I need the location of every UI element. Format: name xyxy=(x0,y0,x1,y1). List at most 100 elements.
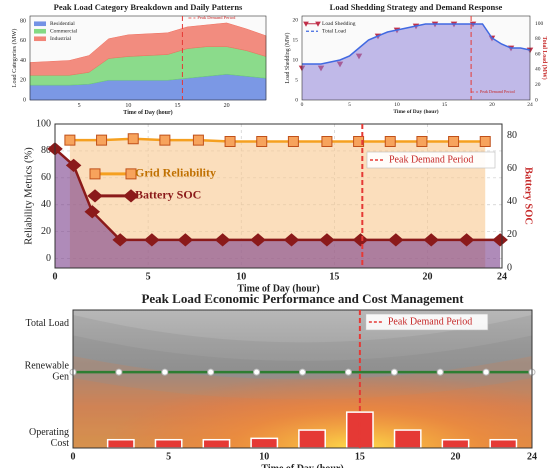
legend-label: Grid Reliability xyxy=(135,166,216,180)
legend-label: Residential xyxy=(50,21,75,27)
bar xyxy=(298,429,326,449)
y-tick-label: 100 xyxy=(36,118,51,129)
y-axis-label: Load Categories (MW) xyxy=(11,29,18,88)
marker xyxy=(416,135,428,147)
y-tick-label: 0 xyxy=(23,97,26,103)
x-tick-label: 10 xyxy=(236,271,246,282)
y-tick-label: 15 xyxy=(293,37,299,43)
marker xyxy=(253,368,261,376)
y2-tick-label: 40 xyxy=(507,196,517,207)
y-tick-label: 20 xyxy=(20,78,26,84)
peak-label: Peak Demand Period xyxy=(388,316,472,327)
x-axis-label: Time of Day (hour) xyxy=(393,108,438,115)
marker xyxy=(177,233,194,247)
marker xyxy=(299,368,307,376)
bar xyxy=(106,438,135,449)
y-tick-label: 60 xyxy=(20,38,26,44)
legend-label: Industrial xyxy=(50,36,72,42)
marker xyxy=(482,368,490,376)
marker xyxy=(479,135,491,147)
marker xyxy=(423,233,439,247)
legend-swatch xyxy=(34,21,46,27)
marker xyxy=(256,135,268,147)
x-tick-label: 24 xyxy=(527,102,533,108)
marker xyxy=(96,134,108,146)
y2-tick-label: 40 xyxy=(535,67,541,73)
bar xyxy=(441,438,470,449)
peak-label-box xyxy=(366,151,496,169)
y-tick-label: Renewable Gen xyxy=(25,361,70,383)
bar xyxy=(393,429,422,449)
legend-swatch-marker xyxy=(315,21,321,27)
legend-label: Commercial xyxy=(50,29,78,35)
y2-tick-label: 60 xyxy=(535,51,541,57)
y-tick-label: Total Load xyxy=(26,318,69,329)
marker xyxy=(250,233,266,247)
marker xyxy=(64,134,76,146)
y2-tick-label: 0 xyxy=(535,97,538,103)
marker xyxy=(224,135,236,147)
x-tick-label: 0 xyxy=(71,451,76,462)
marker xyxy=(161,368,169,376)
marker xyxy=(214,233,231,247)
marker xyxy=(84,205,101,219)
area xyxy=(302,24,530,100)
plot-frame xyxy=(54,123,503,269)
marker xyxy=(390,368,398,376)
y-tick-label: 0 xyxy=(295,97,298,103)
y-tick-label-line: Renewable xyxy=(25,361,70,372)
x-tick-label: 20 xyxy=(489,102,495,108)
y-tick-label: 80 xyxy=(20,18,26,24)
marker xyxy=(458,233,475,247)
bar xyxy=(489,438,518,449)
y2-tick-label: 60 xyxy=(507,163,517,174)
marker xyxy=(352,233,369,247)
x-axis-label: Time of Day (hour) xyxy=(123,109,172,116)
x-tick-label: 5 xyxy=(348,102,351,108)
legend-label: Battery SOC xyxy=(135,188,201,202)
y-tick-label: 5 xyxy=(295,77,298,83)
marker xyxy=(144,233,160,247)
x-tick-label: 15 xyxy=(442,102,448,108)
y-tick-label: Operating Cost xyxy=(29,427,69,449)
x-tick-label: 15 xyxy=(329,271,339,282)
plot-frame xyxy=(301,15,531,101)
x-tick-label: 5 xyxy=(146,271,151,282)
bar xyxy=(202,438,231,449)
legend-swatch-marker xyxy=(303,21,309,27)
bar xyxy=(154,438,183,449)
x-tick-label: 20 xyxy=(423,271,433,282)
marker xyxy=(492,233,508,247)
legend-label: Total Load xyxy=(322,29,346,35)
y2-tick-label: 100 xyxy=(535,21,544,27)
area xyxy=(55,148,501,268)
y2-tick-label: 20 xyxy=(535,82,541,88)
y2-axis-label: Total Load (MW) xyxy=(541,36,548,79)
y-tick-label-line: Cost xyxy=(51,438,70,449)
y-tick-label: 10 xyxy=(293,57,299,63)
marker xyxy=(207,368,215,376)
marker xyxy=(127,133,139,145)
legend-swatch xyxy=(34,36,46,42)
x-tick-label: 24 xyxy=(527,451,537,462)
marker xyxy=(287,135,299,147)
y-axis-label: Reliability Metrics (%) xyxy=(23,147,34,245)
peak-label-box xyxy=(365,313,489,331)
y-tick-label: 40 xyxy=(41,199,51,210)
peak-glow xyxy=(73,310,532,448)
line xyxy=(302,23,531,65)
y-tick-label-line: Operating xyxy=(29,427,69,438)
marker xyxy=(388,233,404,247)
chart-title: Load Shedding Strategy and Demand Respon… xyxy=(330,2,503,12)
x-axis-label: Time of Day (hour) xyxy=(237,283,319,294)
x-tick-label: 5 xyxy=(78,103,81,109)
y2-tick-label: 80 xyxy=(507,130,517,141)
y2-tick-label: 80 xyxy=(535,36,541,42)
chart-title: Peak Load Economic Performance and Cost … xyxy=(141,291,464,306)
y-tick-label: 0 xyxy=(46,253,51,264)
y2-tick-label: 20 xyxy=(507,229,517,240)
marker xyxy=(112,233,128,247)
plot-frame xyxy=(29,15,267,101)
y-tick-label: 20 xyxy=(41,226,51,237)
